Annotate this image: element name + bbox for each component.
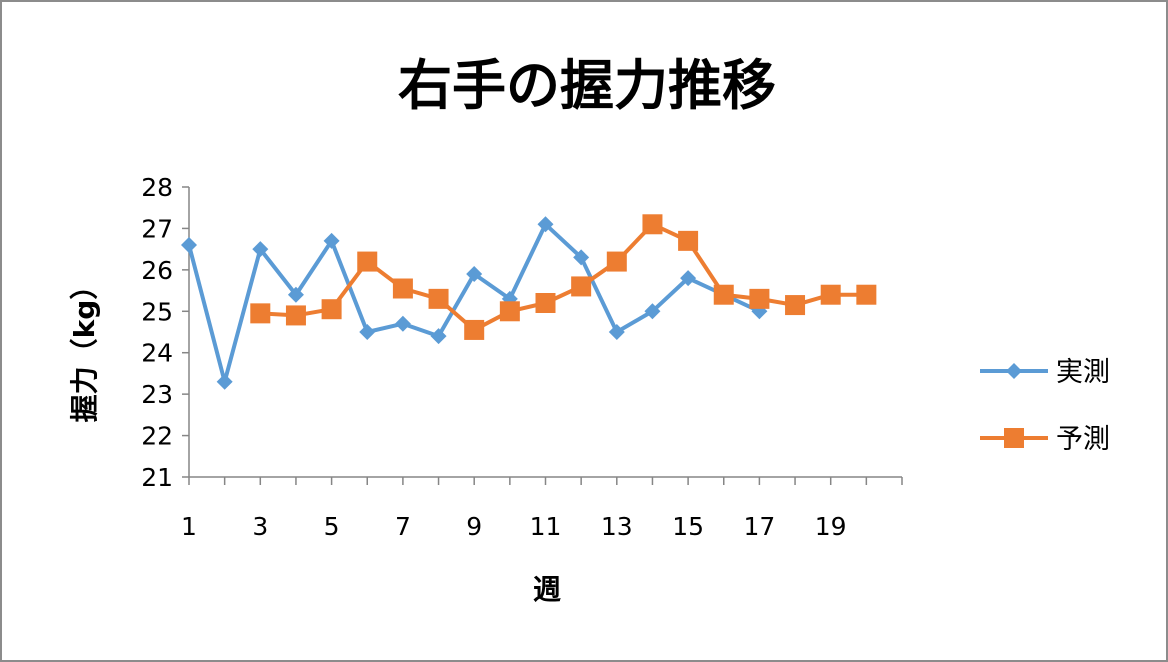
data-point [464, 319, 485, 340]
data-point [499, 301, 520, 322]
series-0 [181, 216, 768, 390]
data-point [642, 214, 663, 235]
x-tick-label: 15 [672, 512, 704, 541]
data-point [357, 251, 378, 272]
series-layer [181, 214, 877, 390]
data-point [606, 251, 627, 272]
data-point [678, 230, 699, 251]
data-point [321, 299, 342, 320]
y-tick-label: 27 [141, 214, 173, 243]
y-tick-label: 22 [141, 422, 173, 451]
legend-item: 実測 [980, 357, 1110, 388]
data-point [856, 284, 877, 305]
legend-swatch-marker [1006, 363, 1022, 379]
x-tick-label: 11 [530, 512, 562, 541]
legend-swatch-marker [1004, 428, 1024, 448]
data-point [537, 216, 554, 233]
legend-label: 実測 [1056, 357, 1110, 388]
data-point [573, 249, 590, 266]
data-point [644, 303, 661, 320]
x-tick-label: 3 [252, 512, 268, 541]
series-line [187, 222, 761, 384]
x-tick-label: 17 [743, 512, 775, 541]
y-tick-label: 23 [141, 380, 173, 409]
data-point [430, 328, 447, 345]
x-tick-label: 13 [601, 512, 633, 541]
series-1 [250, 214, 877, 340]
data-point [392, 278, 413, 299]
data-point [181, 237, 197, 253]
data-point [394, 315, 411, 332]
data-point [820, 284, 841, 305]
y-tick-label: 24 [141, 339, 173, 368]
legend-label: 予測 [1056, 424, 1110, 455]
data-point [680, 270, 697, 287]
data-point [323, 232, 340, 249]
data-point [608, 324, 625, 340]
chart-title: 右手の握力推移 [398, 54, 776, 117]
data-point [571, 276, 592, 297]
x-tick-label: 7 [395, 512, 411, 541]
legend-item: 予測 [980, 424, 1110, 455]
data-point [428, 288, 449, 309]
data-point [535, 293, 556, 313]
data-point [216, 373, 233, 390]
data-point [359, 324, 376, 340]
x-tick-label: 9 [466, 512, 482, 541]
data-point [285, 305, 306, 326]
x-tick-label: 19 [815, 512, 847, 541]
x-tick-label: 5 [324, 512, 340, 541]
x-axis-label: 週 [533, 573, 561, 606]
y-axis-label: 握力（kg） [68, 272, 101, 423]
y-tick-label: 26 [141, 256, 173, 285]
data-point [466, 266, 483, 282]
x-tick-label: 1 [181, 512, 197, 541]
data-point [287, 286, 304, 303]
data-point [785, 295, 806, 316]
data-point [749, 288, 770, 309]
y-tick-label: 28 [141, 173, 173, 202]
data-point [250, 303, 271, 324]
data-point [713, 284, 734, 305]
y-tick-label: 25 [141, 297, 173, 326]
y-tick-label: 21 [141, 463, 173, 492]
